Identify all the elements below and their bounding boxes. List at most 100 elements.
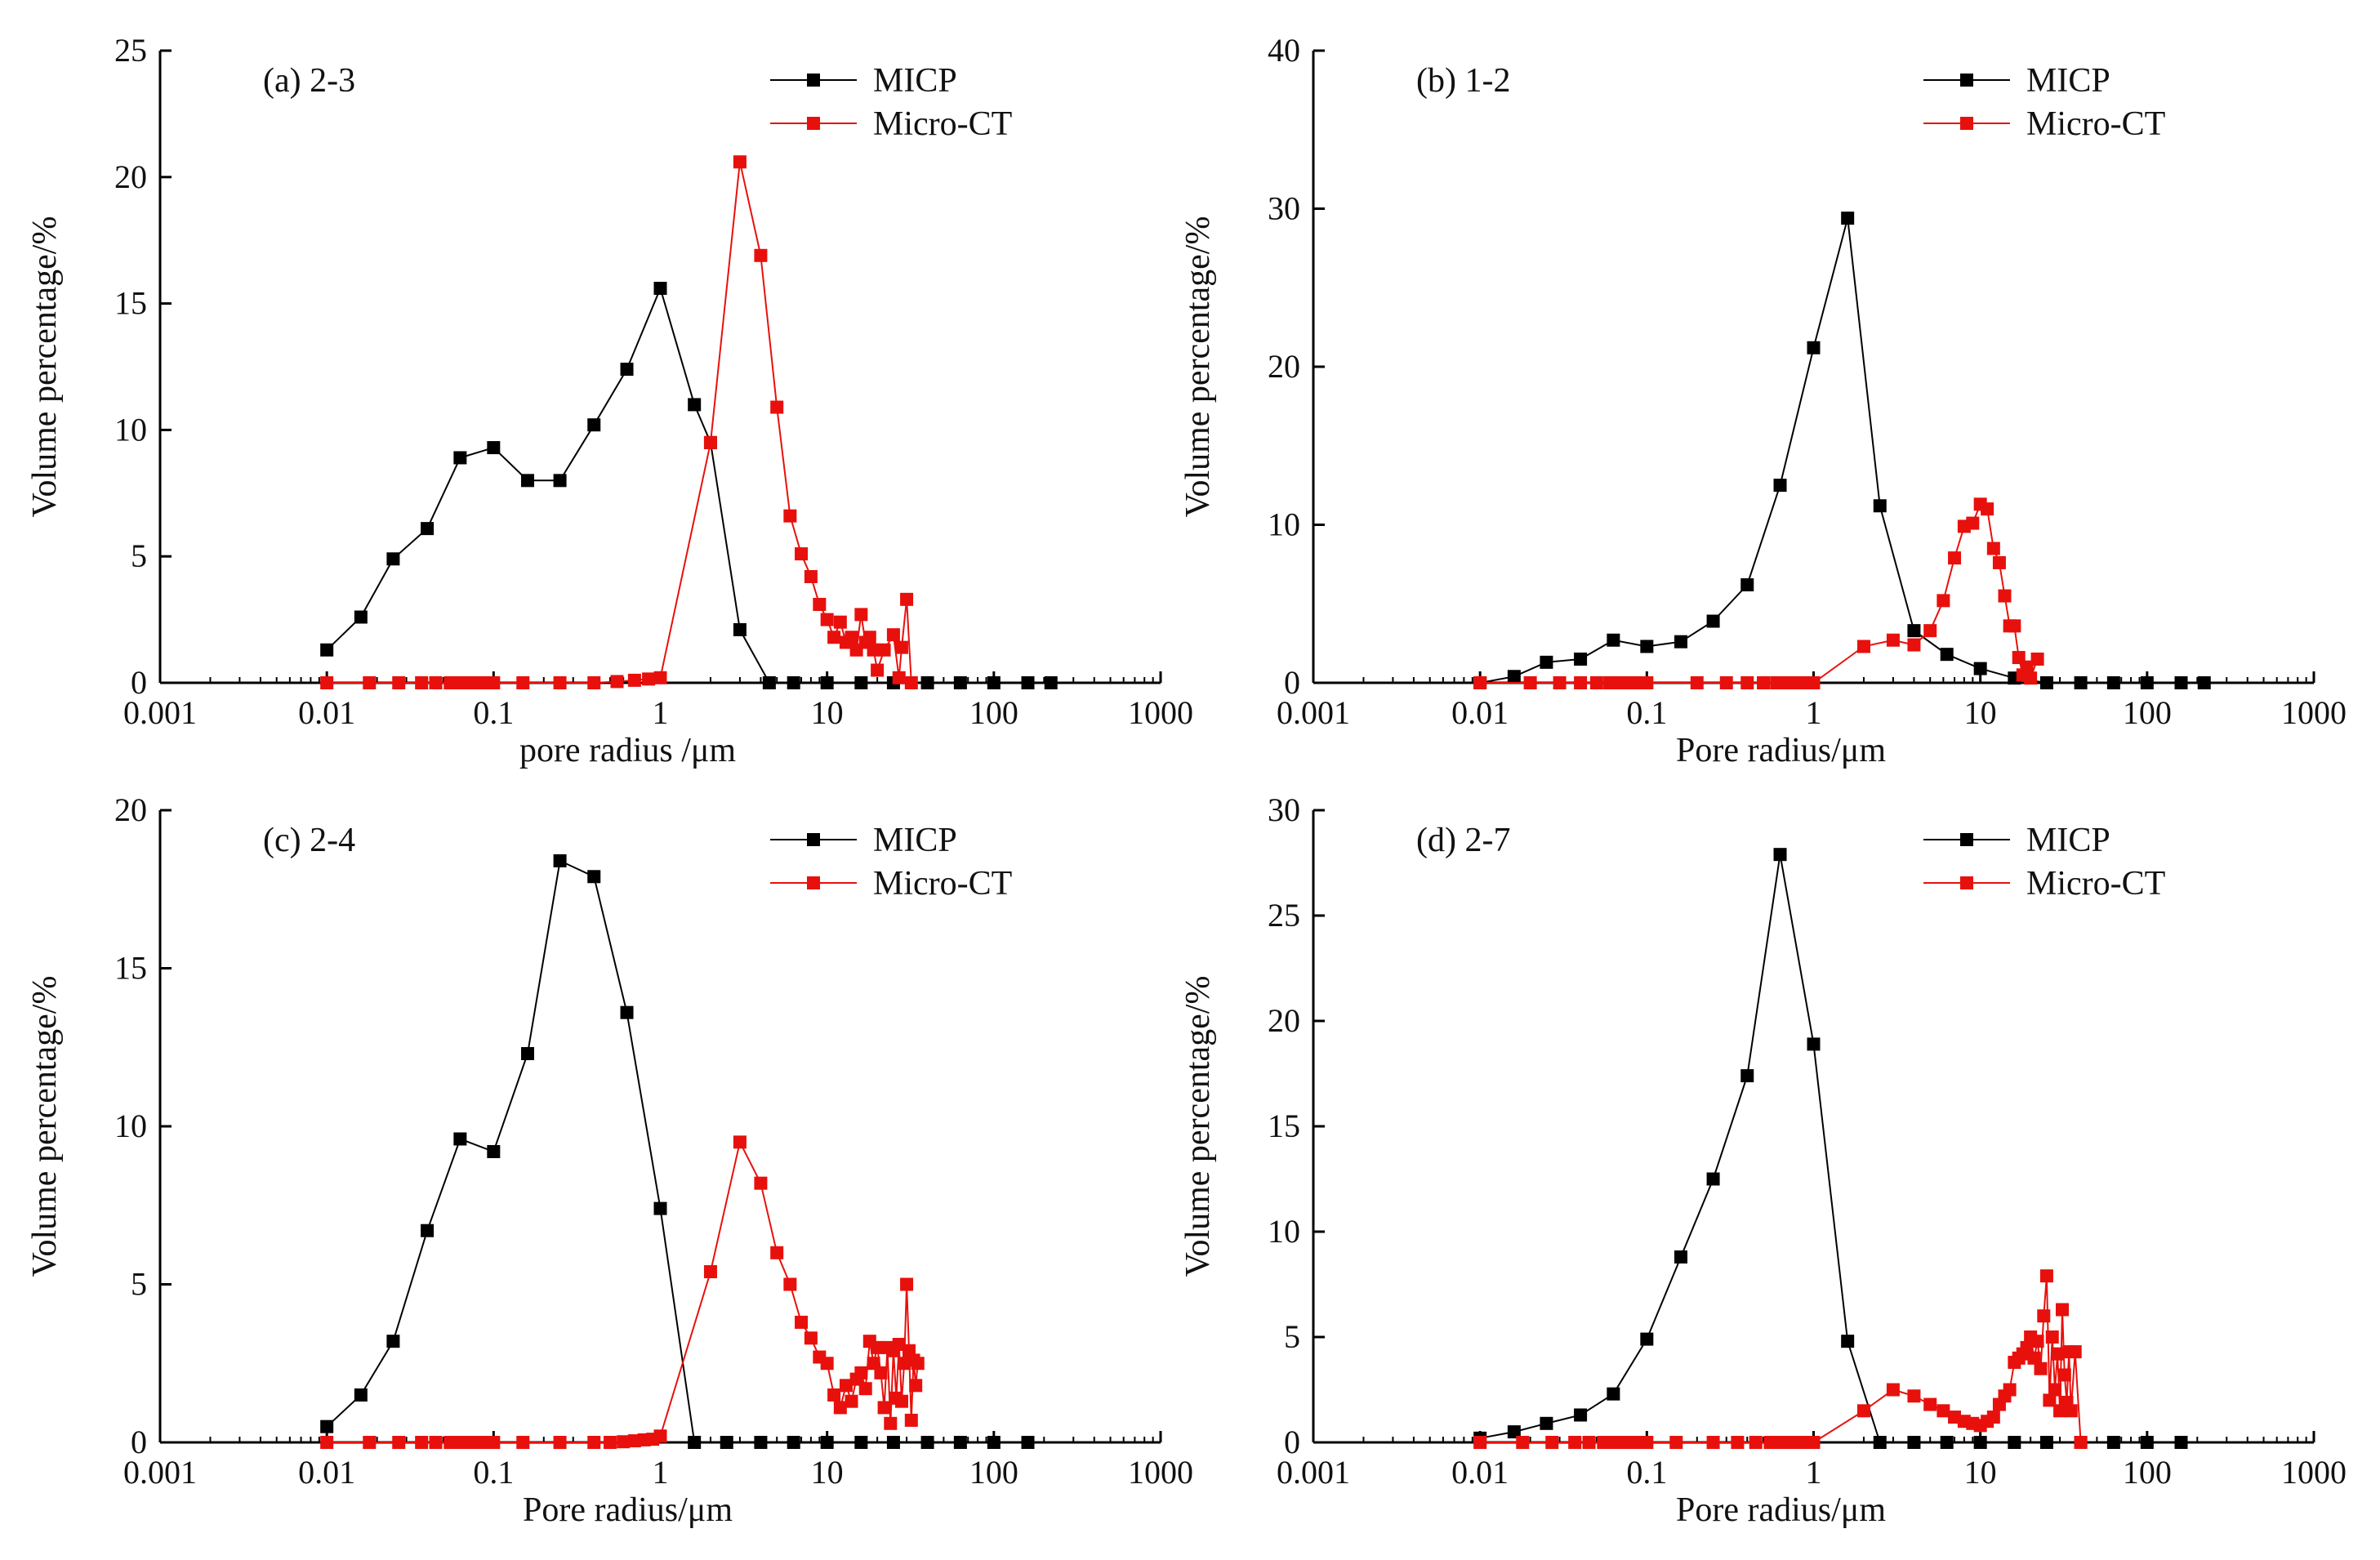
data-point [703, 435, 717, 449]
data-point [516, 1436, 530, 1449]
series-micp [320, 282, 1058, 689]
y-tick-label: 15 [114, 285, 147, 322]
data-point [1937, 594, 1950, 608]
data-point [553, 854, 567, 867]
data-point [1574, 676, 1588, 689]
data-point [911, 1357, 925, 1371]
data-point [1021, 676, 1035, 689]
data-point [1770, 676, 1784, 689]
data-point [2140, 676, 2154, 689]
data-point [987, 1436, 1001, 1449]
data-point [871, 663, 885, 677]
data-point [909, 1379, 923, 1393]
data-point [2074, 1436, 2088, 1449]
y-axis-label: Volume percentage/% [1179, 976, 1217, 1277]
data-point [953, 1436, 967, 1449]
data-point [475, 1436, 488, 1449]
y-tick-label: 5 [131, 537, 147, 574]
data-point [2020, 660, 2034, 674]
x-axis-label: pore radius /μm [519, 732, 736, 769]
data-point [1640, 676, 1654, 689]
legend-label: MICP [2026, 822, 2110, 859]
data-point [2140, 1436, 2154, 1449]
legend-marker [1960, 117, 1973, 130]
data-point [1873, 1436, 1887, 1449]
data-point [487, 1436, 501, 1449]
data-point [1973, 1436, 1987, 1449]
y-tick-label: 25 [1268, 897, 1300, 934]
data-point [1507, 670, 1521, 684]
y-tick-label: 10 [114, 1108, 147, 1144]
data-point [1923, 624, 1937, 638]
series-micro-ct [320, 1135, 925, 1449]
series-micp [1473, 212, 2211, 689]
data-point [1516, 1436, 1530, 1449]
legend: MICP Micro-CT [770, 62, 1012, 143]
data-point [1807, 1436, 1821, 1449]
series-line [1480, 854, 2182, 1443]
data-point [587, 870, 601, 884]
legend-label: Micro-CT [2026, 105, 2165, 143]
data-point [487, 1144, 501, 1158]
data-point [733, 1135, 747, 1149]
data-point [754, 248, 768, 262]
data-point [733, 622, 747, 636]
data-point [1841, 212, 1855, 225]
series-micro-ct [1473, 1269, 2088, 1449]
x-tick-label: 1 [1806, 1454, 1822, 1491]
data-point [487, 676, 501, 689]
data-point [627, 673, 641, 687]
data-point [521, 474, 535, 488]
y-tick-label: 0 [131, 664, 147, 701]
data-point [1773, 848, 1787, 862]
data-point [653, 671, 667, 684]
data-point [653, 1201, 667, 1215]
data-point [900, 1277, 914, 1291]
data-point [363, 676, 377, 689]
data-point [1776, 1436, 1789, 1449]
data-point [553, 1436, 567, 1449]
data-point [920, 676, 934, 689]
data-point [2003, 1383, 2017, 1397]
x-tick-label: 10 [1964, 1454, 1997, 1491]
data-point [2039, 676, 2053, 689]
data-point [1706, 1172, 1720, 1186]
data-point [1907, 1389, 1921, 1403]
x-tick-label: 100 [2123, 1454, 2172, 1491]
x-tick-label: 0.1 [1626, 1454, 1667, 1491]
data-point [1674, 1250, 1688, 1264]
data-point [1923, 1397, 1937, 1411]
data-point [1574, 652, 1588, 666]
data-point [443, 1436, 457, 1449]
data-point [354, 1388, 368, 1402]
y-tick-label: 0 [131, 1424, 147, 1460]
data-point [1523, 676, 1537, 689]
data-point [429, 676, 443, 689]
data-point [827, 631, 841, 644]
data-point [1757, 676, 1771, 689]
legend-marker [1960, 876, 1973, 889]
data-point [1749, 1436, 1763, 1449]
x-tick-label: 0.001 [123, 694, 197, 731]
data-point [1640, 640, 1654, 653]
data-point [845, 1394, 858, 1408]
y-tick-label: 15 [114, 950, 147, 987]
legend-marker [807, 74, 820, 87]
data-point [2197, 676, 2211, 689]
data-point [2008, 1436, 2021, 1449]
y-tick-label: 30 [1268, 190, 1300, 227]
y-tick-label: 20 [1268, 348, 1300, 385]
data-point [653, 282, 667, 296]
legend-label: Micro-CT [873, 105, 1012, 143]
legend-marker [807, 117, 820, 130]
x-tick-label: 10 [811, 1454, 844, 1491]
x-axis-label: Pore radius/μm [1676, 732, 1886, 769]
data-point [620, 1005, 634, 1019]
data-point [1773, 479, 1787, 493]
data-point [1044, 676, 1058, 689]
data-point [877, 1401, 891, 1415]
data-point [854, 676, 868, 689]
data-point [1807, 1037, 1821, 1051]
data-point [363, 1436, 377, 1449]
